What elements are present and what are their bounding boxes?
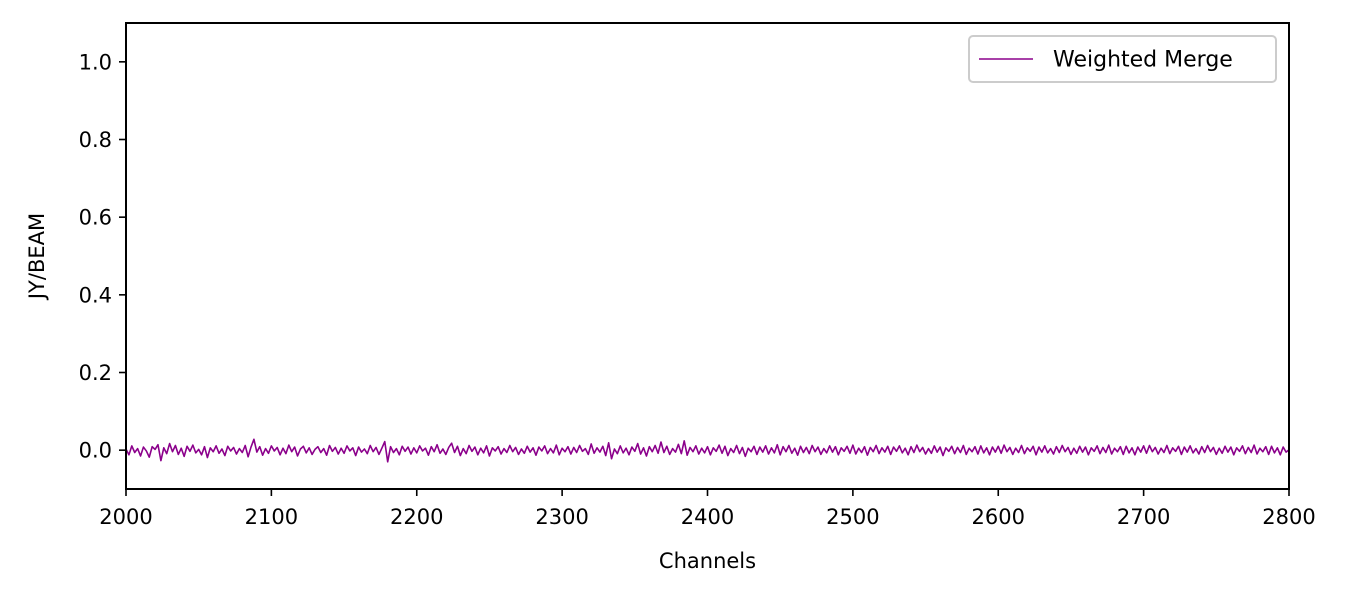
legend-entry-weighted-merge: Weighted Merge <box>1053 48 1233 73</box>
y-axis-label: JY/BEAM <box>25 213 49 301</box>
x-tick-label: 2300 <box>535 505 588 529</box>
x-tick-label: 2100 <box>245 505 298 529</box>
x-tick-label: 2200 <box>390 505 443 529</box>
y-axis-ticks: 0.0 0.2 0.4 0.6 0.8 1.0 <box>79 50 126 463</box>
y-tick-label: 0.2 <box>79 361 112 385</box>
y-tick-label: 0.4 <box>79 283 112 307</box>
plot-frame <box>125 22 1290 490</box>
x-tick-label: 2500 <box>826 505 879 529</box>
x-tick-label: 2700 <box>1117 505 1170 529</box>
y-tick-label: 1.0 <box>79 50 112 74</box>
x-tick-label: 2000 <box>99 505 152 529</box>
x-tick-label: 2400 <box>681 505 734 529</box>
y-tick-label: 0.0 <box>79 439 112 463</box>
x-axis-label: Channels <box>659 549 756 573</box>
x-tick-label: 2800 <box>1262 505 1315 529</box>
y-tick-label: 0.8 <box>79 128 112 152</box>
series-line-weighted-merge <box>125 438 1290 463</box>
legend-box <box>968 35 1277 83</box>
data-layer <box>125 438 1290 463</box>
legend: Weighted Merge <box>968 35 1277 83</box>
y-tick-label: 0.6 <box>79 206 112 230</box>
x-tick-label: 2600 <box>972 505 1025 529</box>
x-axis-ticks: 2000 2100 2200 2300 2400 2500 2600 2700 2800 <box>99 489 1316 529</box>
plot-area <box>126 23 1289 489</box>
